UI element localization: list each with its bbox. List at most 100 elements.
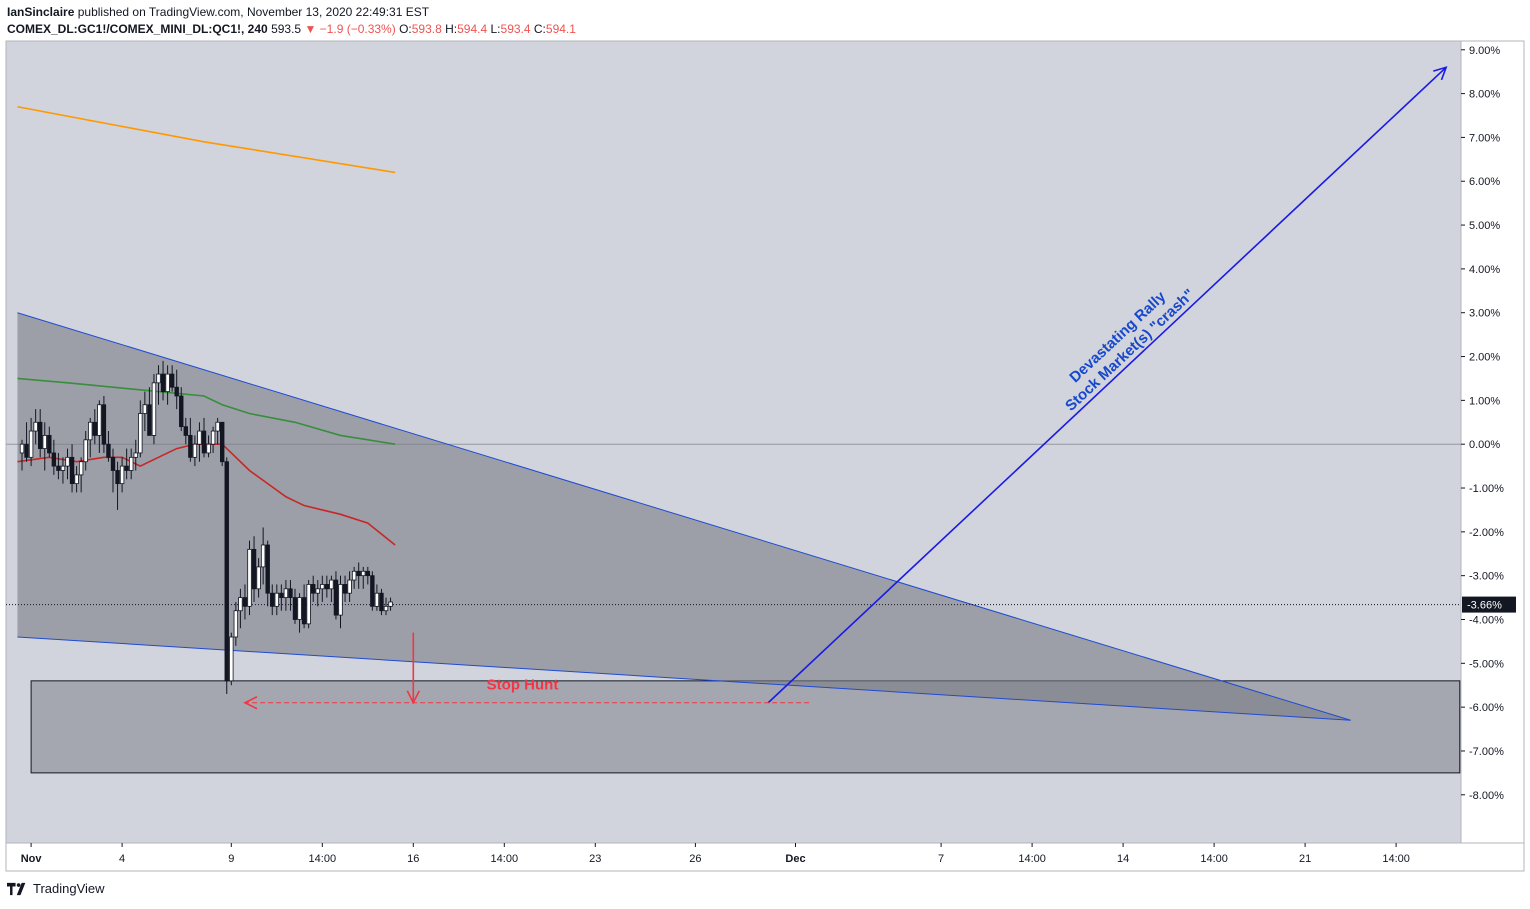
current-value-label: -3.66% <box>1467 600 1502 612</box>
candle-body <box>51 452 57 467</box>
y-tick-label: 3.00% <box>1469 308 1500 320</box>
candle-body <box>247 548 252 607</box>
candle-body <box>201 430 207 454</box>
candle-body <box>365 570 370 577</box>
time-axis[interactable] <box>5 842 1525 872</box>
price-change: −1.9 (−0.33%) <box>319 22 396 36</box>
candle-body <box>283 588 289 598</box>
candle-body <box>19 443 25 454</box>
y-tick-label: 8.00% <box>1469 89 1500 101</box>
candle-body <box>124 465 129 471</box>
y-tick-label: -1.00% <box>1469 483 1504 495</box>
candle-body <box>351 570 357 581</box>
candle-body <box>188 435 193 458</box>
candle-body <box>229 636 234 682</box>
lower-trendline[interactable] <box>17 636 1351 721</box>
x-tick-label: 14:00 <box>1018 853 1046 865</box>
candle-body <box>219 421 225 463</box>
last-price: 593.5 <box>271 22 302 36</box>
candle-body <box>28 430 34 458</box>
low-label: L: <box>490 22 501 36</box>
upper-trendline[interactable] <box>17 312 1351 721</box>
x-tick-label: 21 <box>1299 853 1311 865</box>
candle-body <box>379 592 384 612</box>
candle-body <box>329 579 334 590</box>
candle-body <box>151 382 157 436</box>
x-tick-label: 14:00 <box>309 853 337 865</box>
open-label: O: <box>399 22 412 36</box>
candle-body <box>320 584 325 590</box>
x-tick-label: 14:00 <box>1382 853 1410 865</box>
candle-body <box>197 430 202 445</box>
high-label: H: <box>445 22 458 36</box>
low-value: 593.4 <box>500 22 531 36</box>
candle-body <box>56 465 61 471</box>
moving-average-2 <box>17 377 396 445</box>
x-tick-label: 23 <box>589 853 601 865</box>
candle-body <box>361 570 366 577</box>
candle-body <box>238 597 243 612</box>
candle-body <box>315 588 320 594</box>
candle-body <box>251 548 257 590</box>
candle-body <box>179 395 184 428</box>
candle-body <box>119 465 125 485</box>
candle-body <box>206 443 211 454</box>
candle-body <box>265 544 270 594</box>
candle-body <box>215 421 220 432</box>
candle-body <box>110 456 116 471</box>
stop-hunt-label[interactable]: Stop Hunt <box>487 677 559 694</box>
author-name[interactable]: IanSinclaire <box>7 5 75 19</box>
x-tick-label: Dec <box>785 853 805 865</box>
close-value: 594.1 <box>545 22 576 36</box>
candle-body <box>92 421 97 436</box>
down-arrow-icon: ▼ <box>304 22 317 36</box>
candle-body <box>78 461 84 476</box>
rally-arrow[interactable] <box>767 66 1448 704</box>
candle-body <box>97 404 102 436</box>
candle-body <box>24 443 29 458</box>
candle-body <box>288 588 293 598</box>
candle-body <box>388 601 393 607</box>
tradingview-logo-icon[interactable] <box>7 882 29 896</box>
x-tick-label: 16 <box>407 853 419 865</box>
x-tick-label: 4 <box>119 853 125 865</box>
moving-average-1 <box>17 105 396 174</box>
close-label: C: <box>533 22 546 36</box>
candle-body <box>69 456 75 485</box>
y-tick-label: -5.00% <box>1469 658 1504 670</box>
publish-text: published on TradingView.com, November 1… <box>77 5 430 19</box>
candle-body <box>47 435 52 454</box>
candle-body <box>347 579 352 594</box>
candle-body <box>33 421 38 432</box>
price-axis[interactable] <box>1460 40 1525 844</box>
candle-body <box>133 452 138 458</box>
candle-body <box>38 421 43 449</box>
y-tick-label: 5.00% <box>1469 220 1500 232</box>
current-value-badge <box>1462 596 1516 613</box>
x-tick-label: 14:00 <box>491 853 519 865</box>
candle-body <box>301 597 307 625</box>
candle-body <box>297 597 302 620</box>
candle-body <box>169 373 175 388</box>
y-tick-label: 7.00% <box>1469 132 1500 144</box>
candle-body <box>210 430 216 445</box>
x-tick-label: Nov <box>21 853 43 865</box>
candle-body <box>174 386 179 397</box>
y-tick-label: 0.00% <box>1469 439 1500 451</box>
candle-body <box>138 413 143 454</box>
symbol-legend: COMEX_DL:GC1!/COMEX_MINI_DL:QC1!, 240 59… <box>7 22 576 36</box>
y-tick-label: 6.00% <box>1469 176 1500 188</box>
symbol-name[interactable]: COMEX_DL:GC1!/COMEX_MINI_DL:QC1!, 240 <box>7 22 268 36</box>
y-tick-label: -8.00% <box>1469 790 1504 802</box>
candle-body <box>324 584 330 590</box>
footer: TradingView <box>7 881 105 896</box>
candle-body <box>88 421 93 441</box>
candle-body <box>356 570 361 577</box>
y-tick-label: -4.00% <box>1469 614 1504 626</box>
candle-body <box>260 544 266 568</box>
candle-body <box>160 373 166 393</box>
brand-name[interactable]: TradingView <box>33 881 105 896</box>
candle-body <box>310 584 316 594</box>
candle-body <box>333 579 339 616</box>
